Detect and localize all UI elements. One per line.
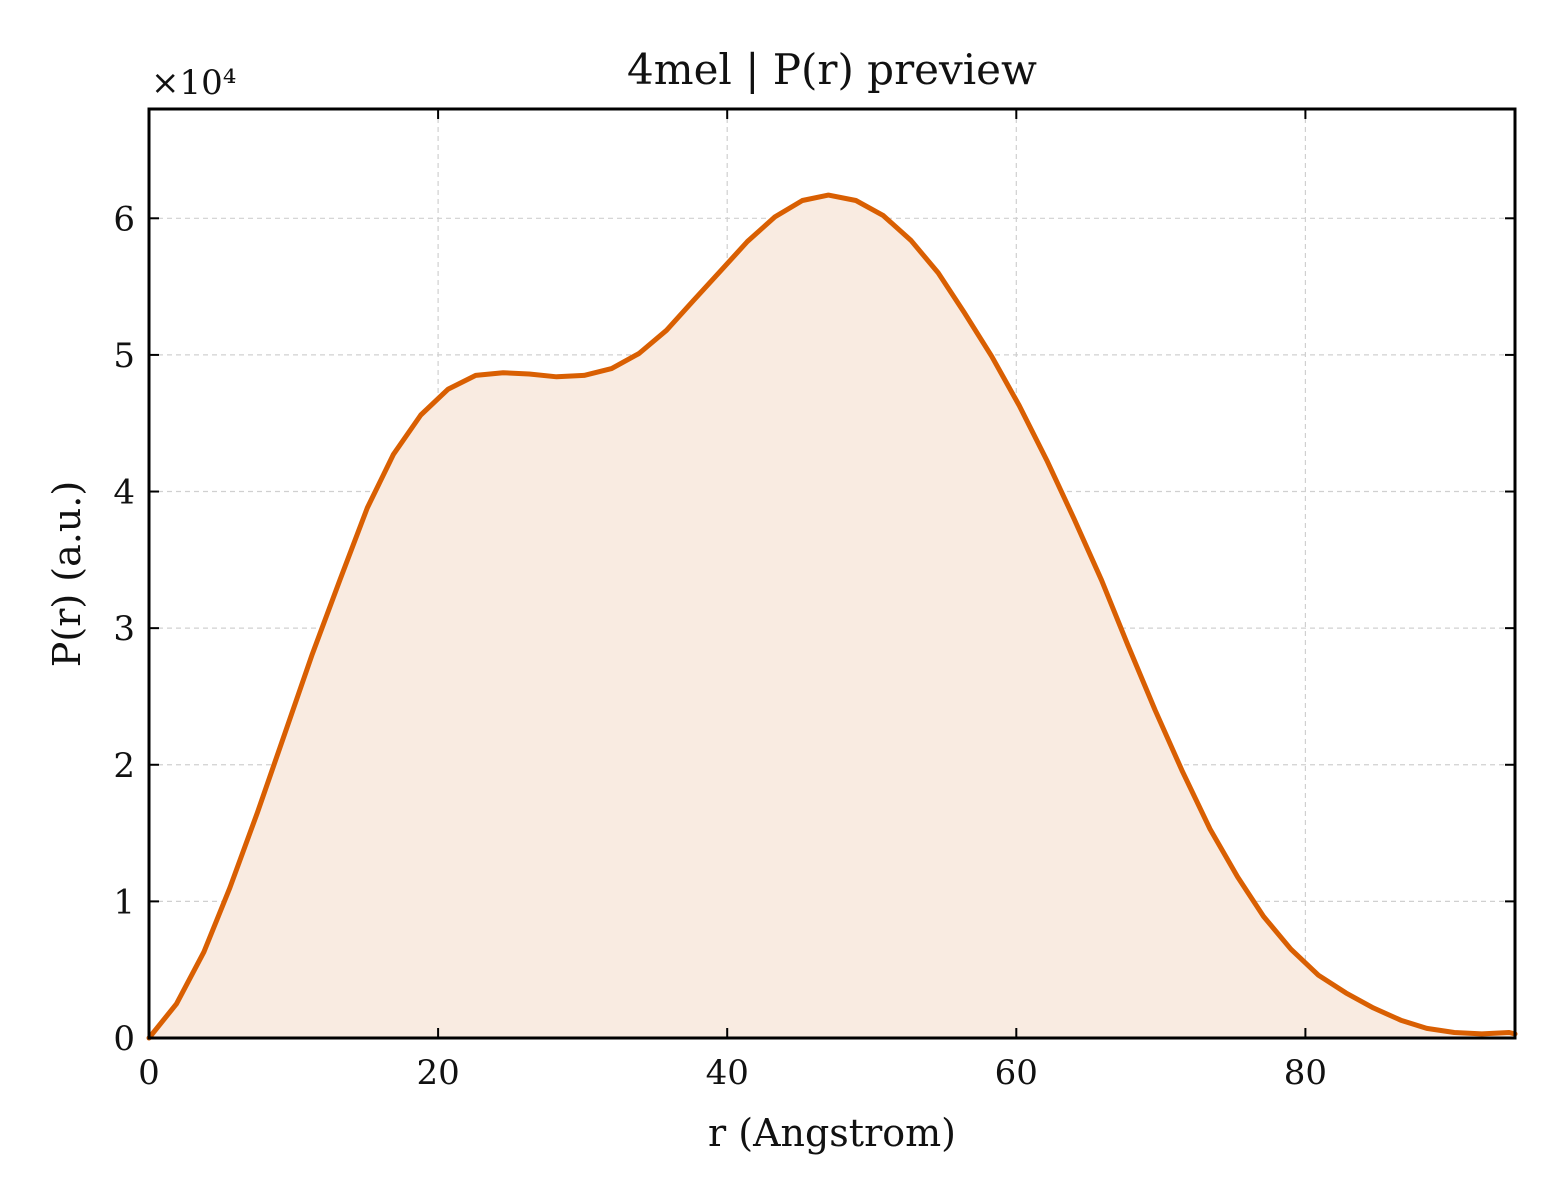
axis-ticks: 0 20 40 60 80 0 1 2 3 4 5 6 xyxy=(113,109,1515,1093)
x-tick-label: 0 xyxy=(138,1053,160,1093)
x-tick-label: 40 xyxy=(706,1053,749,1093)
y-tick-label: 2 xyxy=(113,746,135,786)
y-tick-label: 1 xyxy=(113,882,135,922)
data-series xyxy=(146,192,1518,1041)
chart-title: 4mel | P(r) preview xyxy=(627,45,1037,94)
y-tick-label: 0 xyxy=(113,1019,135,1059)
y-tick-label: 4 xyxy=(113,473,135,513)
x-axis-label: r (Angstrom) xyxy=(708,1111,956,1155)
y-offset-label: ×10⁴ xyxy=(151,63,236,103)
y-tick-label: 5 xyxy=(113,336,135,376)
x-tick-label: 80 xyxy=(1284,1053,1327,1093)
plot-frame xyxy=(147,107,1517,1040)
y-tick-label: 3 xyxy=(113,609,135,649)
y-tick-label: 6 xyxy=(113,199,135,239)
x-tick-label: 20 xyxy=(416,1053,459,1093)
pr-area-fill xyxy=(149,195,1515,1039)
y-axis-label: P(r) (a.u.) xyxy=(45,481,89,667)
x-tick-label: 60 xyxy=(995,1053,1038,1093)
pr-series-line xyxy=(146,192,1518,1041)
